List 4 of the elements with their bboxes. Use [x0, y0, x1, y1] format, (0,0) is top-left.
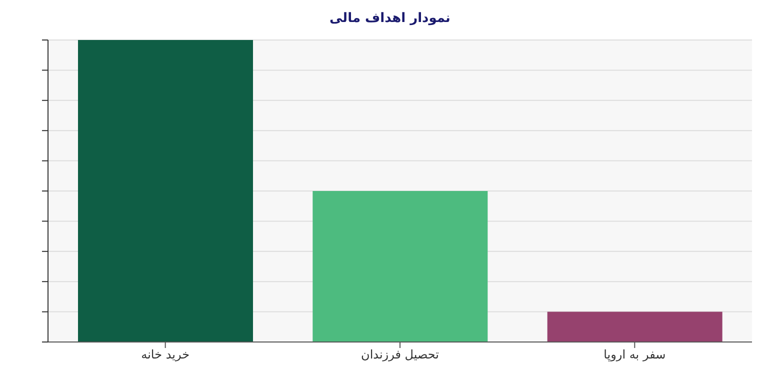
x-tick-label: سفر به اروپا	[604, 348, 666, 362]
x-tick-label: خرید خانه	[141, 348, 190, 362]
x-tick-label: تحصیل فرزندان	[361, 348, 439, 362]
chart-title: نمودار اهداف مالی	[328, 10, 452, 28]
